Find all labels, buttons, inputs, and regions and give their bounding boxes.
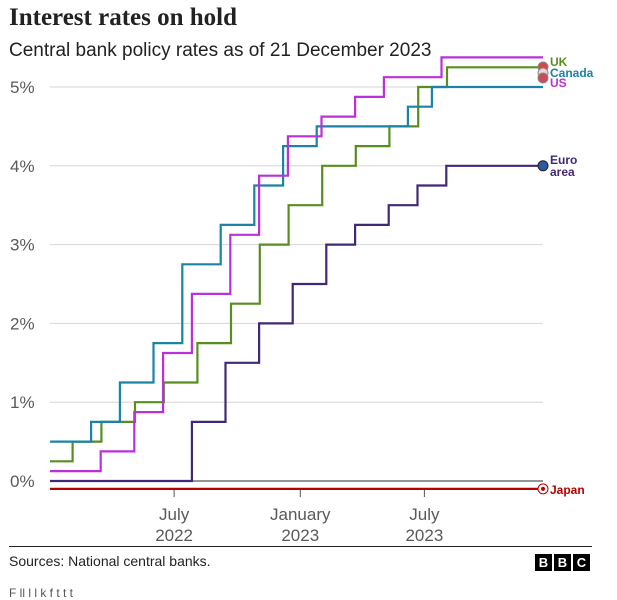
- chart-title: Interest rates on hold: [9, 4, 238, 31]
- y-tick-label: 2%: [10, 314, 35, 333]
- footer-divider: [9, 546, 592, 547]
- x-tick-label: July: [409, 505, 440, 524]
- y-tick-label: 3%: [10, 236, 35, 255]
- series-line-us: [50, 56, 543, 473]
- bbc-logo-letter: B: [535, 554, 552, 571]
- bbc-logo-letter: B: [554, 554, 571, 571]
- end-marker-japan-center: [541, 486, 545, 491]
- series-label: area: [550, 165, 575, 179]
- x-tick-label: July: [159, 505, 190, 524]
- x-tick-label: 2023: [405, 526, 443, 545]
- series-label: Japan: [550, 483, 585, 497]
- chart-subtitle: Central bank policy rates as of 21 Decem…: [9, 40, 432, 61]
- cut-off-text: F ll l l k f t t t: [9, 586, 74, 600]
- y-tick-label: 5%: [10, 78, 35, 97]
- bbc-logo-letter: C: [573, 554, 590, 571]
- bbc-logo: B B C: [535, 554, 590, 571]
- end-marker-dot: [537, 160, 549, 172]
- series-line-euro-area: [50, 164, 543, 483]
- y-tick-label: 1%: [10, 393, 35, 412]
- series-label: US: [550, 76, 567, 90]
- rate-chart: 0% 1% 2% 3% 4% 5% July 2022 January 2023 July 2023 U…: [10, 55, 594, 545]
- series-line-canada: [50, 85, 543, 443]
- series-label: UK: [550, 55, 568, 69]
- series-label: Euro: [550, 153, 577, 167]
- end-marker-flag-us: [537, 72, 549, 84]
- x-tick-label: January: [270, 505, 331, 524]
- source-note: Sources: National central banks.: [9, 553, 211, 569]
- x-tick-label: 2023: [281, 526, 319, 545]
- series-label: Canada: [550, 66, 594, 80]
- y-tick-label: 4%: [10, 157, 35, 176]
- y-tick-label: 0%: [10, 472, 35, 491]
- x-tick-label: 2022: [155, 526, 193, 545]
